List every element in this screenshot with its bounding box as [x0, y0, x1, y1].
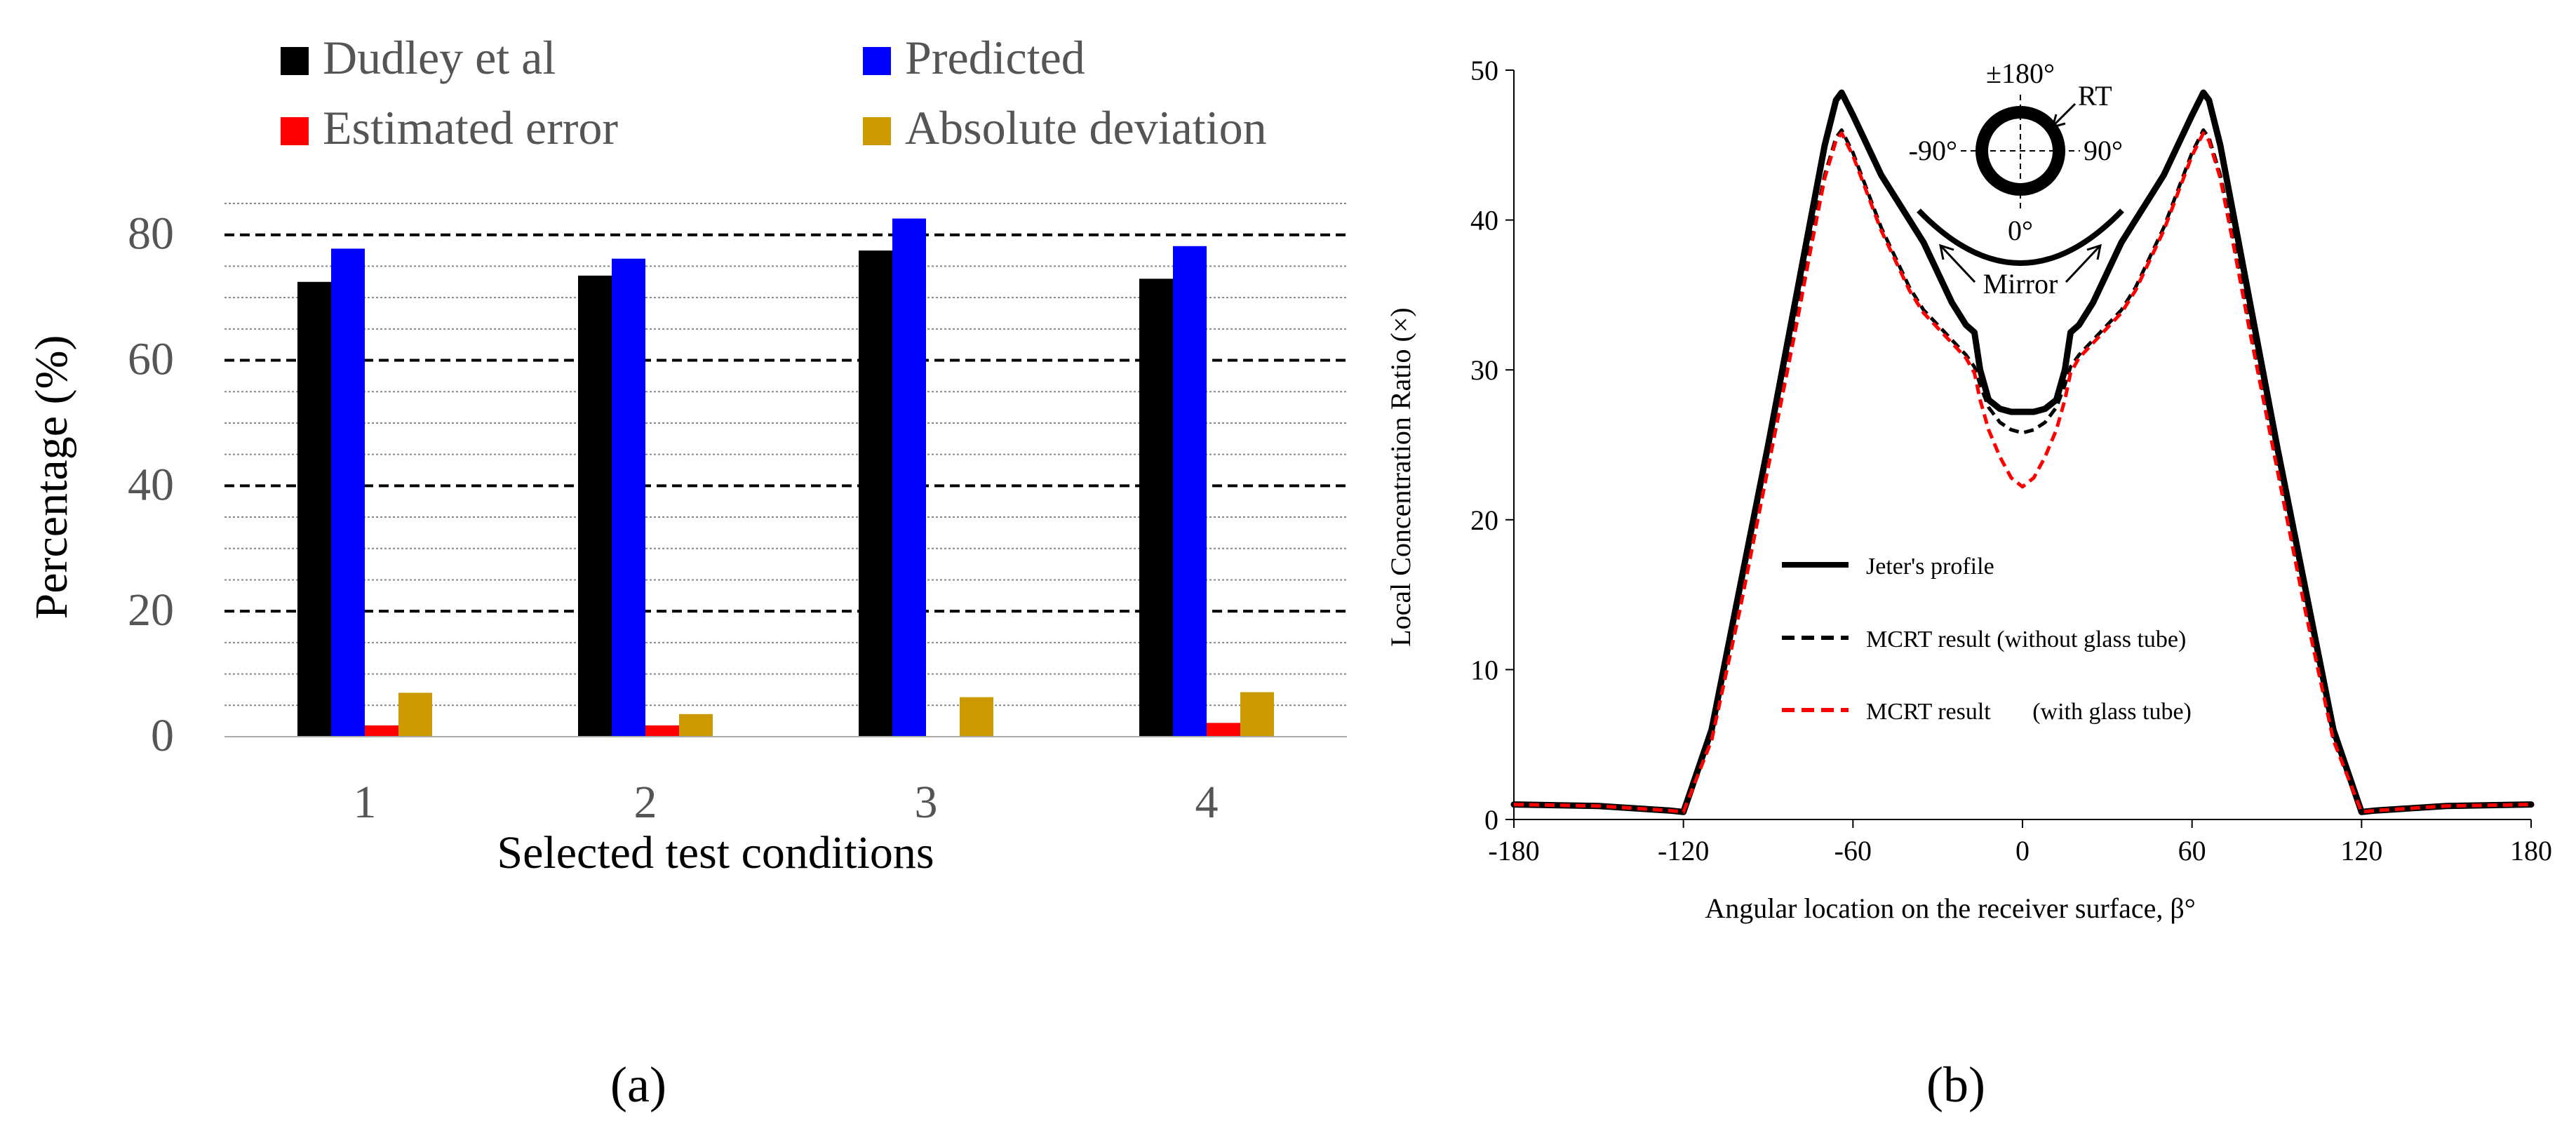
y-tick-label: 30	[1470, 354, 1498, 386]
bar-dudley-et-al	[1139, 279, 1173, 737]
receiver-arrowhead	[2051, 114, 2066, 129]
x-tick-label: 60	[2178, 835, 2206, 866]
legend-label: Absolute deviation	[905, 101, 1267, 154]
y-tick-label: 10	[1470, 654, 1498, 685]
series-line-jeter-s-profile	[1510, 89, 2535, 815]
legend: Jeter's profile MCRT result (without glas…	[1782, 554, 2192, 725]
bar-estimated-error	[645, 725, 679, 737]
mirror-arrowhead-right	[2086, 243, 2102, 260]
y-tick-label: 40	[1470, 205, 1498, 236]
y-tick-label: 0	[151, 710, 174, 761]
y-tick-label: 80	[128, 208, 174, 260]
x-axis-label: Selected test conditions	[497, 827, 934, 878]
inset-top-label: ±180°	[1986, 58, 2055, 89]
x-tick-label: 4	[1195, 777, 1219, 828]
legend-swatch	[863, 47, 891, 75]
y-tick-label: 0	[1484, 804, 1498, 836]
x-tick-label: -180	[1488, 835, 1539, 866]
legend-label: Jeter's profile	[1866, 554, 1994, 580]
bar-predicted	[612, 258, 645, 737]
x-tick-label: 2	[634, 777, 657, 828]
line-chart: 0 10 20 30 40 50 -180 -120 -60 0 60 120 180 Local C…	[1385, 55, 2552, 924]
y-tick-labels: 0 20 40 60 80	[128, 208, 174, 761]
bar-absolute-deviation	[398, 692, 432, 737]
x-tick-label: 0	[2015, 835, 2030, 866]
bar-chart: 0 20 40 60 80 1 2 3 4 Percentage (%) Selected t…	[26, 31, 1347, 878]
x-tick-labels: 1 2 3 4	[354, 777, 1219, 828]
bar-absolute-deviation	[679, 714, 713, 737]
panel-b-label: (b)	[1926, 1057, 1985, 1113]
x-tick-label: 180	[2510, 835, 2552, 866]
bar-predicted	[1173, 246, 1207, 737]
y-tick-label: 20	[1470, 504, 1498, 536]
bar-predicted	[892, 218, 926, 737]
bar-dudley-et-al	[578, 275, 612, 737]
x-tick-labels: -180 -120 -60 0 60 120 180	[1488, 819, 2552, 866]
bar-estimated-error	[1207, 723, 1240, 737]
y-axis-label: Percentage (%)	[26, 335, 77, 620]
bar-dudley-et-al	[859, 250, 892, 737]
bars	[297, 218, 1274, 737]
legend-label: Dudley et al	[323, 31, 556, 84]
bar-absolute-deviation	[960, 697, 993, 737]
mirror-arrow-left	[1940, 246, 1976, 283]
x-tick-label: 120	[2340, 835, 2382, 866]
x-tick-label: -60	[1834, 835, 1872, 866]
y-tick-label: 50	[1470, 55, 1498, 86]
bar-estimated-error	[365, 725, 398, 737]
mirror-icon	[1917, 208, 2124, 266]
y-tick-labels: 0 10 20 30 40 50	[1470, 55, 1514, 836]
inset-bottom-label: 0°	[2008, 215, 2033, 246]
series-lines	[1510, 89, 2535, 815]
panel-a-label: (a)	[610, 1057, 666, 1113]
x-tick-label: 1	[354, 777, 377, 828]
legend-swatch	[281, 47, 309, 75]
y-tick-label: 60	[128, 334, 174, 385]
legend-label: MCRT result (without glass tube)	[1866, 627, 2186, 652]
legend-label: Estimated error	[323, 101, 618, 154]
y-axis-label: Local Concentration Ratio (×)	[1385, 307, 1416, 647]
receiver-mirror-inset: ±180° -90° 90° 0° RT Mirror	[1909, 58, 2124, 300]
legend: Dudley et al Predicted Estimated error Abso…	[281, 31, 1267, 154]
legend-label: MCRT result (with glass tube)	[1866, 699, 2192, 725]
mirror-arrowhead-left	[1939, 243, 1954, 260]
bar-predicted	[331, 248, 365, 737]
inset-receiver-label: RT	[2078, 80, 2112, 112]
inset-mirror-label: Mirror	[1983, 268, 2058, 300]
legend-swatch	[863, 117, 891, 145]
bar-dudley-et-al	[297, 281, 331, 737]
bar-absolute-deviation	[1240, 692, 1274, 737]
x-tick-label: 3	[915, 777, 938, 828]
inset-right-label: 90°	[2084, 135, 2123, 166]
x-axis-label: Angular location on the receiver surface…	[1705, 892, 2195, 924]
legend-label: Predicted	[905, 31, 1085, 84]
x-tick-label: -120	[1658, 835, 1709, 866]
mirror-arrow-right	[2065, 246, 2100, 283]
series-line-mcrt-result-with-glass-tube	[1513, 131, 2532, 814]
y-tick-label: 20	[128, 584, 174, 636]
receiver-arrow	[2053, 102, 2077, 126]
inset-left-label: -90°	[1909, 135, 1957, 166]
y-tick-label: 40	[128, 459, 174, 510]
legend-swatch	[281, 117, 309, 145]
